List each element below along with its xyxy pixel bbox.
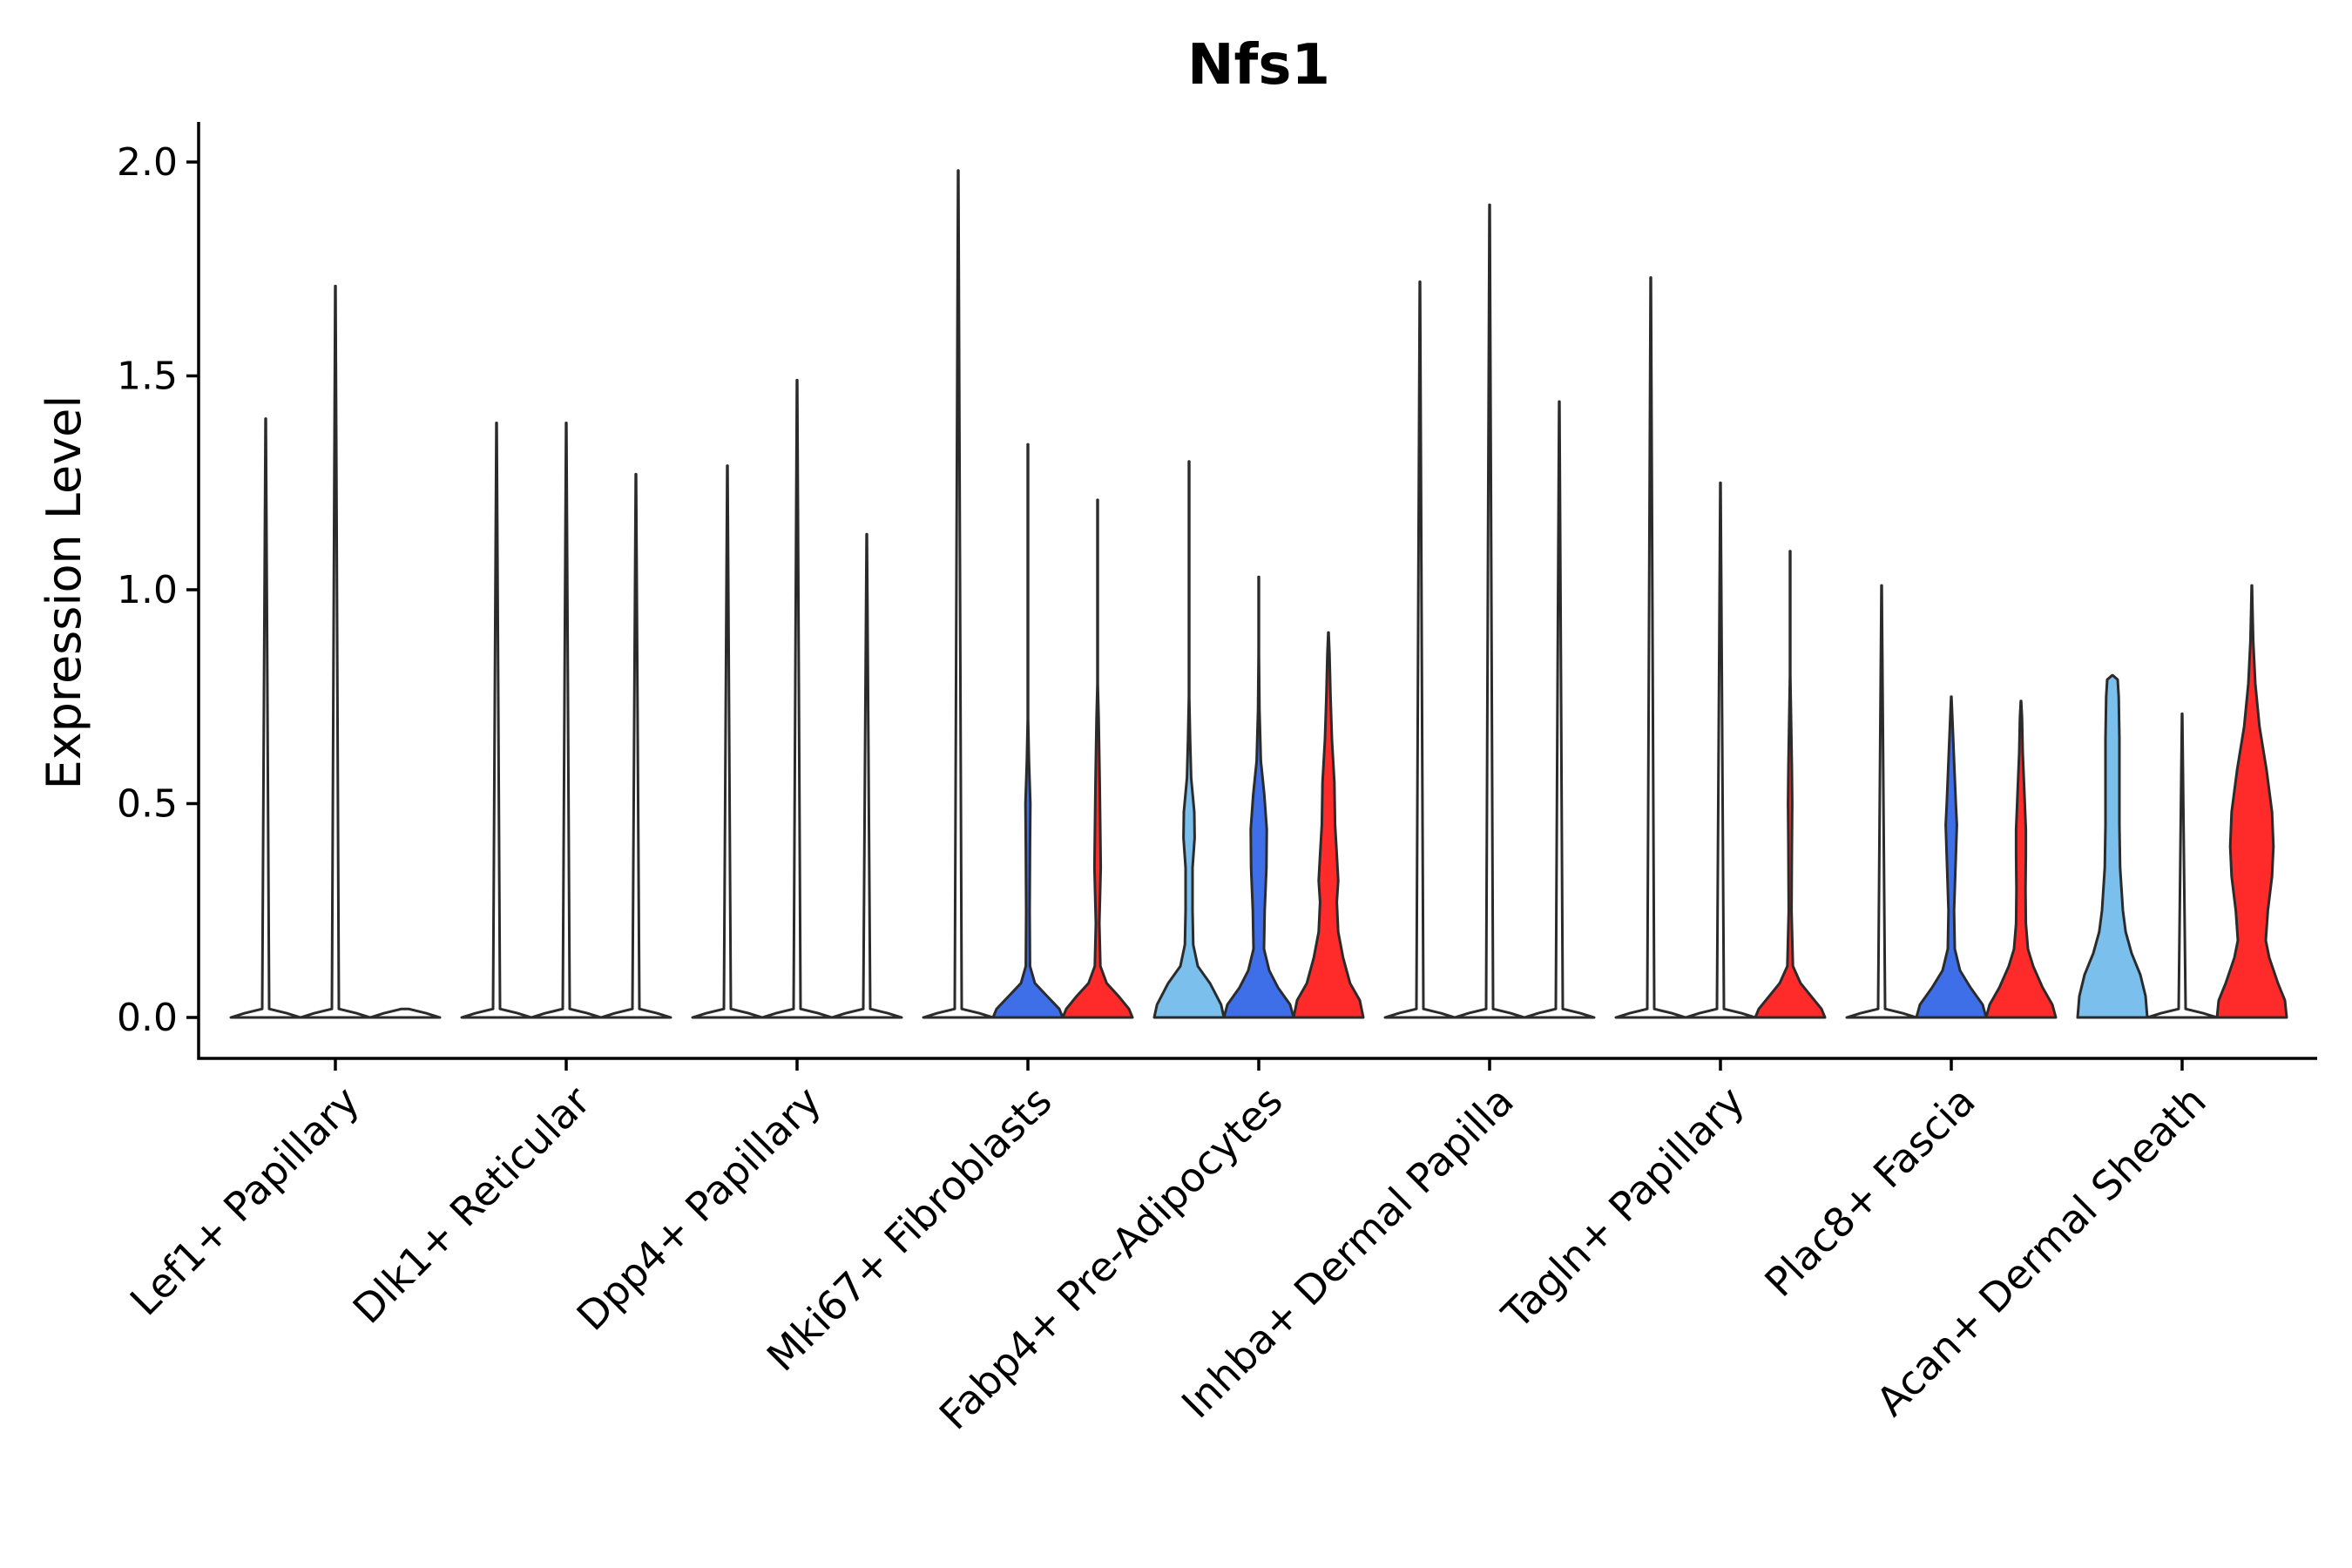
violin-7-1 <box>1915 695 1988 1019</box>
violin-0-2 <box>368 1007 442 1019</box>
x-category-label: Dlk1+ Reticular <box>344 1078 599 1333</box>
x-category-label: Dpp4+ Papillary <box>568 1078 830 1340</box>
violin-1-0 <box>460 422 533 1019</box>
axes-layer <box>197 122 2317 1060</box>
violin-6-1 <box>1684 481 1757 1019</box>
violin-4-2 <box>1292 631 1365 1019</box>
y-axis-title: Expression Level <box>37 395 91 790</box>
y-tick-label: 0.5 <box>117 782 178 827</box>
violin-4-0 <box>1152 460 1226 1019</box>
violin-2-2 <box>830 532 903 1019</box>
violin-3-0 <box>922 169 995 1019</box>
y-tick-label: 0.0 <box>117 996 178 1040</box>
y-tick-label: 1.5 <box>117 355 178 399</box>
violin-7-0 <box>1845 584 1918 1019</box>
violin-4-1 <box>1222 575 1295 1019</box>
violin-2-1 <box>760 378 834 1019</box>
x-category-label: Lef1+ Papillary <box>121 1078 368 1325</box>
x-category-label: Plac8+ Fascia <box>1755 1078 1984 1306</box>
violins-layer <box>229 169 2288 1019</box>
violin-2-0 <box>691 464 764 1019</box>
violin-6-0 <box>1614 276 1687 1019</box>
chart-title: Nfs1 <box>1187 33 1330 98</box>
violin-3-1 <box>991 443 1064 1019</box>
violin-8-0 <box>2076 673 2149 1019</box>
y-tick-label: 1.0 <box>117 568 178 612</box>
violin-5-0 <box>1383 280 1456 1019</box>
violin-6-2 <box>1754 550 1827 1019</box>
violin-1-2 <box>599 472 672 1019</box>
violin-0-1 <box>299 284 372 1019</box>
violin-8-1 <box>2146 712 2219 1019</box>
violin-7-2 <box>1984 700 2058 1019</box>
violin-8-2 <box>2215 584 2288 1019</box>
violin-0-0 <box>229 417 302 1019</box>
violin-3-2 <box>1061 498 1134 1019</box>
axis-lines <box>197 122 2317 1060</box>
y-tick-label: 2.0 <box>117 140 178 185</box>
y-ticks-layer: 0.0 0.5 1.0 1.5 2.0 <box>117 140 199 1040</box>
violin-5-2 <box>1523 400 1596 1019</box>
violin-1-1 <box>530 422 603 1019</box>
x-category-label: Tagln+ Papillary <box>1492 1078 1754 1339</box>
violin-5-1 <box>1453 203 1526 1019</box>
